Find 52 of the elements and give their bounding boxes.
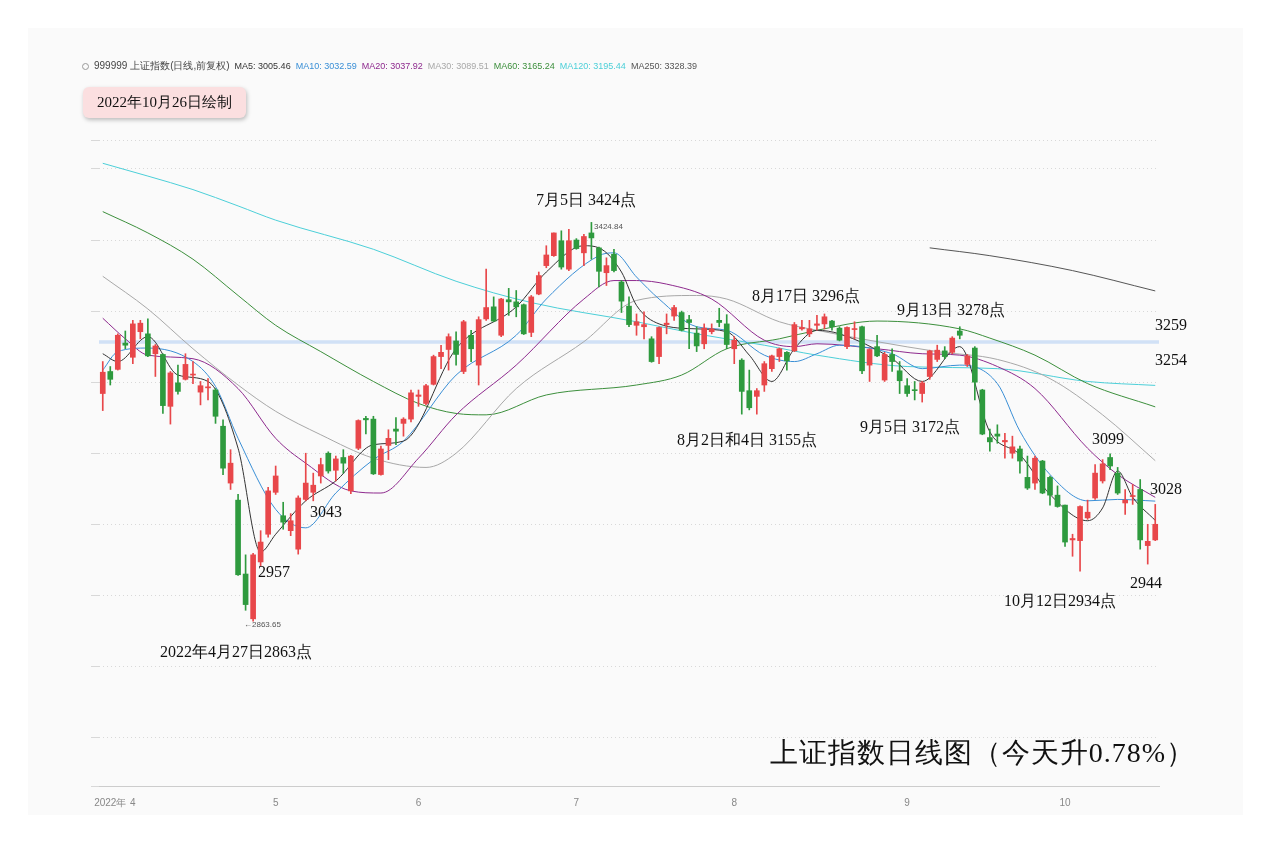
candlestick — [686, 315, 692, 350]
chart-subtitle: 999999 上证指数(日线,前复权) — [94, 59, 230, 73]
text: MA10: 3032.59 — [295, 61, 357, 71]
x-tick-label: 9 — [904, 796, 911, 808]
text: 2022年4月27日2863点 — [160, 643, 312, 660]
annotation: 9月13日 3278点 — [897, 301, 1005, 318]
x-tick-label: 4 — [130, 796, 137, 808]
x-tick-label: 7 — [573, 796, 580, 808]
candlestick — [1122, 489, 1128, 515]
text: MA60: 3165.24 — [493, 61, 555, 71]
annotation: 2957 — [258, 563, 290, 580]
annotation: 3259 — [1155, 316, 1187, 333]
candlestick — [641, 311, 647, 340]
annotation: 3028 — [1150, 480, 1182, 497]
candlestick — [911, 381, 918, 401]
candlestick — [799, 320, 805, 331]
candlestick — [280, 501, 287, 530]
text: 上证指数日线图（今天升0.78%） — [769, 736, 1195, 770]
annotation: 9月5日 3172点 — [860, 418, 960, 435]
x-tick-label: 5 — [272, 796, 279, 808]
annotation: 3254 — [1155, 351, 1187, 368]
x-tick-label: 6 — [415, 796, 422, 808]
annotation: 3099 — [1092, 430, 1124, 447]
text: MA20: 3037.92 — [361, 61, 423, 71]
annotation: 3424.84 — [594, 222, 623, 231]
candlestick — [122, 330, 129, 350]
candlestick — [483, 268, 489, 321]
text: MA30: 3089.51 — [427, 61, 489, 71]
annotation: 3043 — [310, 503, 342, 520]
text: 2022年10月26日绘制 — [83, 87, 246, 118]
x-tick-label: 2022年 — [94, 796, 127, 808]
text: MA250: 3328.39 — [630, 61, 697, 71]
text: MA120: 3195.44 — [559, 61, 626, 71]
candlestick — [716, 307, 723, 328]
x-tick-label: 10 — [1059, 796, 1072, 808]
candlestick — [393, 417, 399, 446]
candlestick — [505, 288, 512, 316]
candlestick — [814, 315, 820, 331]
x-tick-label: 8 — [731, 796, 738, 808]
candlestick — [1144, 523, 1151, 565]
candlestick — [438, 344, 444, 369]
candlestick — [513, 290, 520, 318]
annotation: ←2863.65 — [244, 620, 281, 629]
annotation: 8月17日 3296点 — [752, 287, 860, 304]
text: MA5: 3005.46 — [234, 61, 291, 71]
annotation: 2944 — [1130, 574, 1162, 591]
candlestick — [1129, 484, 1136, 505]
candlestick — [1002, 433, 1008, 459]
annotation: 8月2日和4日 3155点 — [677, 431, 817, 448]
candlestick — [363, 415, 369, 435]
annotation: 10月12日2934点 — [1004, 592, 1116, 609]
text: 7月5日 3424点 — [536, 191, 636, 208]
